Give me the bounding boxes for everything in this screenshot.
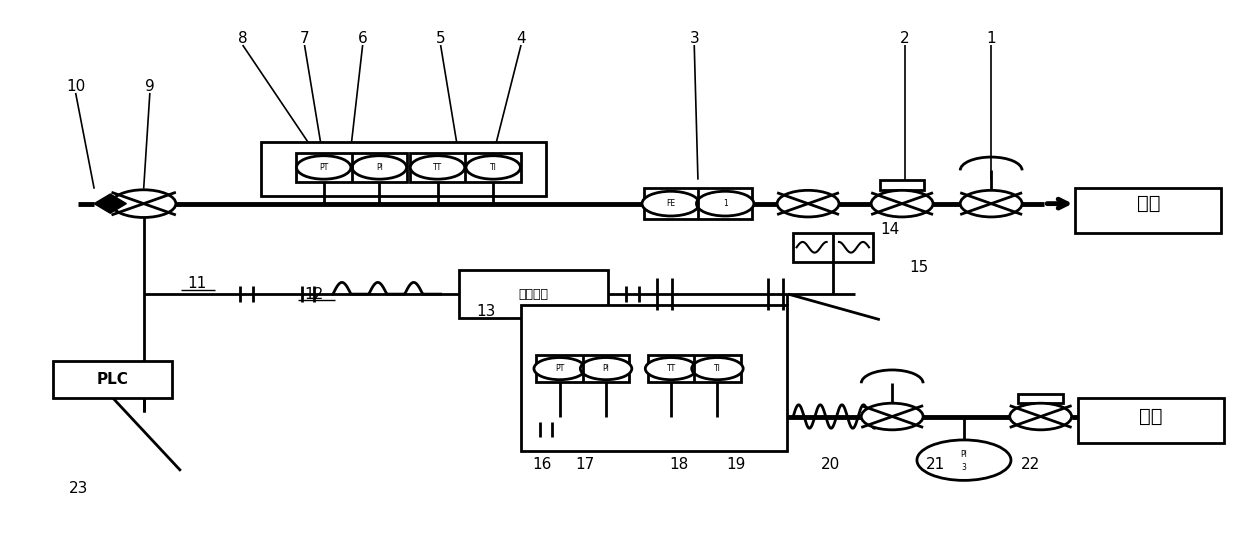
Bar	[880, 180, 924, 190]
Polygon shape	[94, 194, 126, 213]
Text: 6: 6	[358, 31, 367, 46]
Text: 1: 1	[723, 199, 728, 208]
Bar	[647, 355, 740, 383]
Text: 21: 21	[926, 457, 945, 472]
Circle shape	[410, 156, 465, 179]
Bar	[409, 153, 521, 182]
Text: PI: PI	[961, 450, 967, 460]
Text: 18: 18	[670, 457, 689, 472]
Circle shape	[466, 156, 521, 179]
Text: 20: 20	[821, 457, 839, 472]
Text: 15: 15	[910, 260, 929, 275]
Circle shape	[1009, 403, 1071, 430]
Text: 3: 3	[689, 31, 699, 46]
Circle shape	[642, 192, 699, 216]
Text: 19: 19	[727, 457, 746, 472]
Text: FE: FE	[666, 199, 676, 208]
Text: 3: 3	[961, 463, 966, 472]
Text: 发电设备: 发电设备	[518, 288, 548, 301]
Bar	[521, 305, 787, 451]
Text: PI: PI	[376, 163, 383, 172]
Text: 12: 12	[305, 287, 324, 302]
Text: TT: TT	[666, 364, 676, 373]
Text: 16: 16	[532, 457, 552, 472]
Text: 22: 22	[1021, 457, 1040, 472]
Text: TT: TT	[433, 163, 443, 172]
Text: TI: TI	[714, 364, 720, 373]
Text: 17: 17	[575, 457, 595, 472]
Circle shape	[777, 190, 839, 217]
Circle shape	[352, 156, 407, 179]
Text: 14: 14	[880, 221, 899, 236]
Bar	[459, 270, 608, 318]
Circle shape	[960, 190, 1022, 217]
Text: 出气: 出气	[1140, 407, 1163, 426]
Circle shape	[872, 190, 932, 217]
Text: 10: 10	[66, 79, 86, 94]
Circle shape	[534, 357, 585, 380]
Circle shape	[697, 192, 754, 216]
Circle shape	[692, 357, 743, 380]
Text: PT: PT	[556, 364, 564, 373]
Bar	[53, 361, 172, 398]
Text: 1: 1	[986, 31, 996, 46]
Text: 2: 2	[900, 31, 909, 46]
Text: 8: 8	[238, 31, 248, 46]
Bar	[262, 142, 546, 196]
Bar	[1018, 394, 1063, 403]
Text: 11: 11	[187, 276, 207, 291]
Bar	[644, 188, 753, 219]
Bar	[296, 153, 407, 182]
Circle shape	[645, 357, 697, 380]
Circle shape	[112, 190, 176, 217]
Text: 5: 5	[435, 31, 445, 46]
Text: 9: 9	[145, 79, 155, 94]
Circle shape	[580, 357, 632, 380]
Text: 7: 7	[300, 31, 309, 46]
Text: PT: PT	[319, 163, 329, 172]
Bar	[792, 233, 873, 262]
Bar	[1075, 188, 1221, 233]
Text: PI: PI	[603, 364, 610, 373]
Text: 进气: 进气	[1137, 194, 1161, 213]
Circle shape	[862, 403, 923, 430]
Text: 4: 4	[516, 31, 526, 46]
Bar	[537, 355, 629, 383]
Bar	[1078, 398, 1224, 443]
Text: 13: 13	[476, 304, 496, 319]
Circle shape	[296, 156, 351, 179]
Text: 23: 23	[68, 481, 88, 496]
Text: PLC: PLC	[97, 372, 129, 387]
Circle shape	[916, 440, 1011, 480]
Text: TI: TI	[490, 163, 497, 172]
